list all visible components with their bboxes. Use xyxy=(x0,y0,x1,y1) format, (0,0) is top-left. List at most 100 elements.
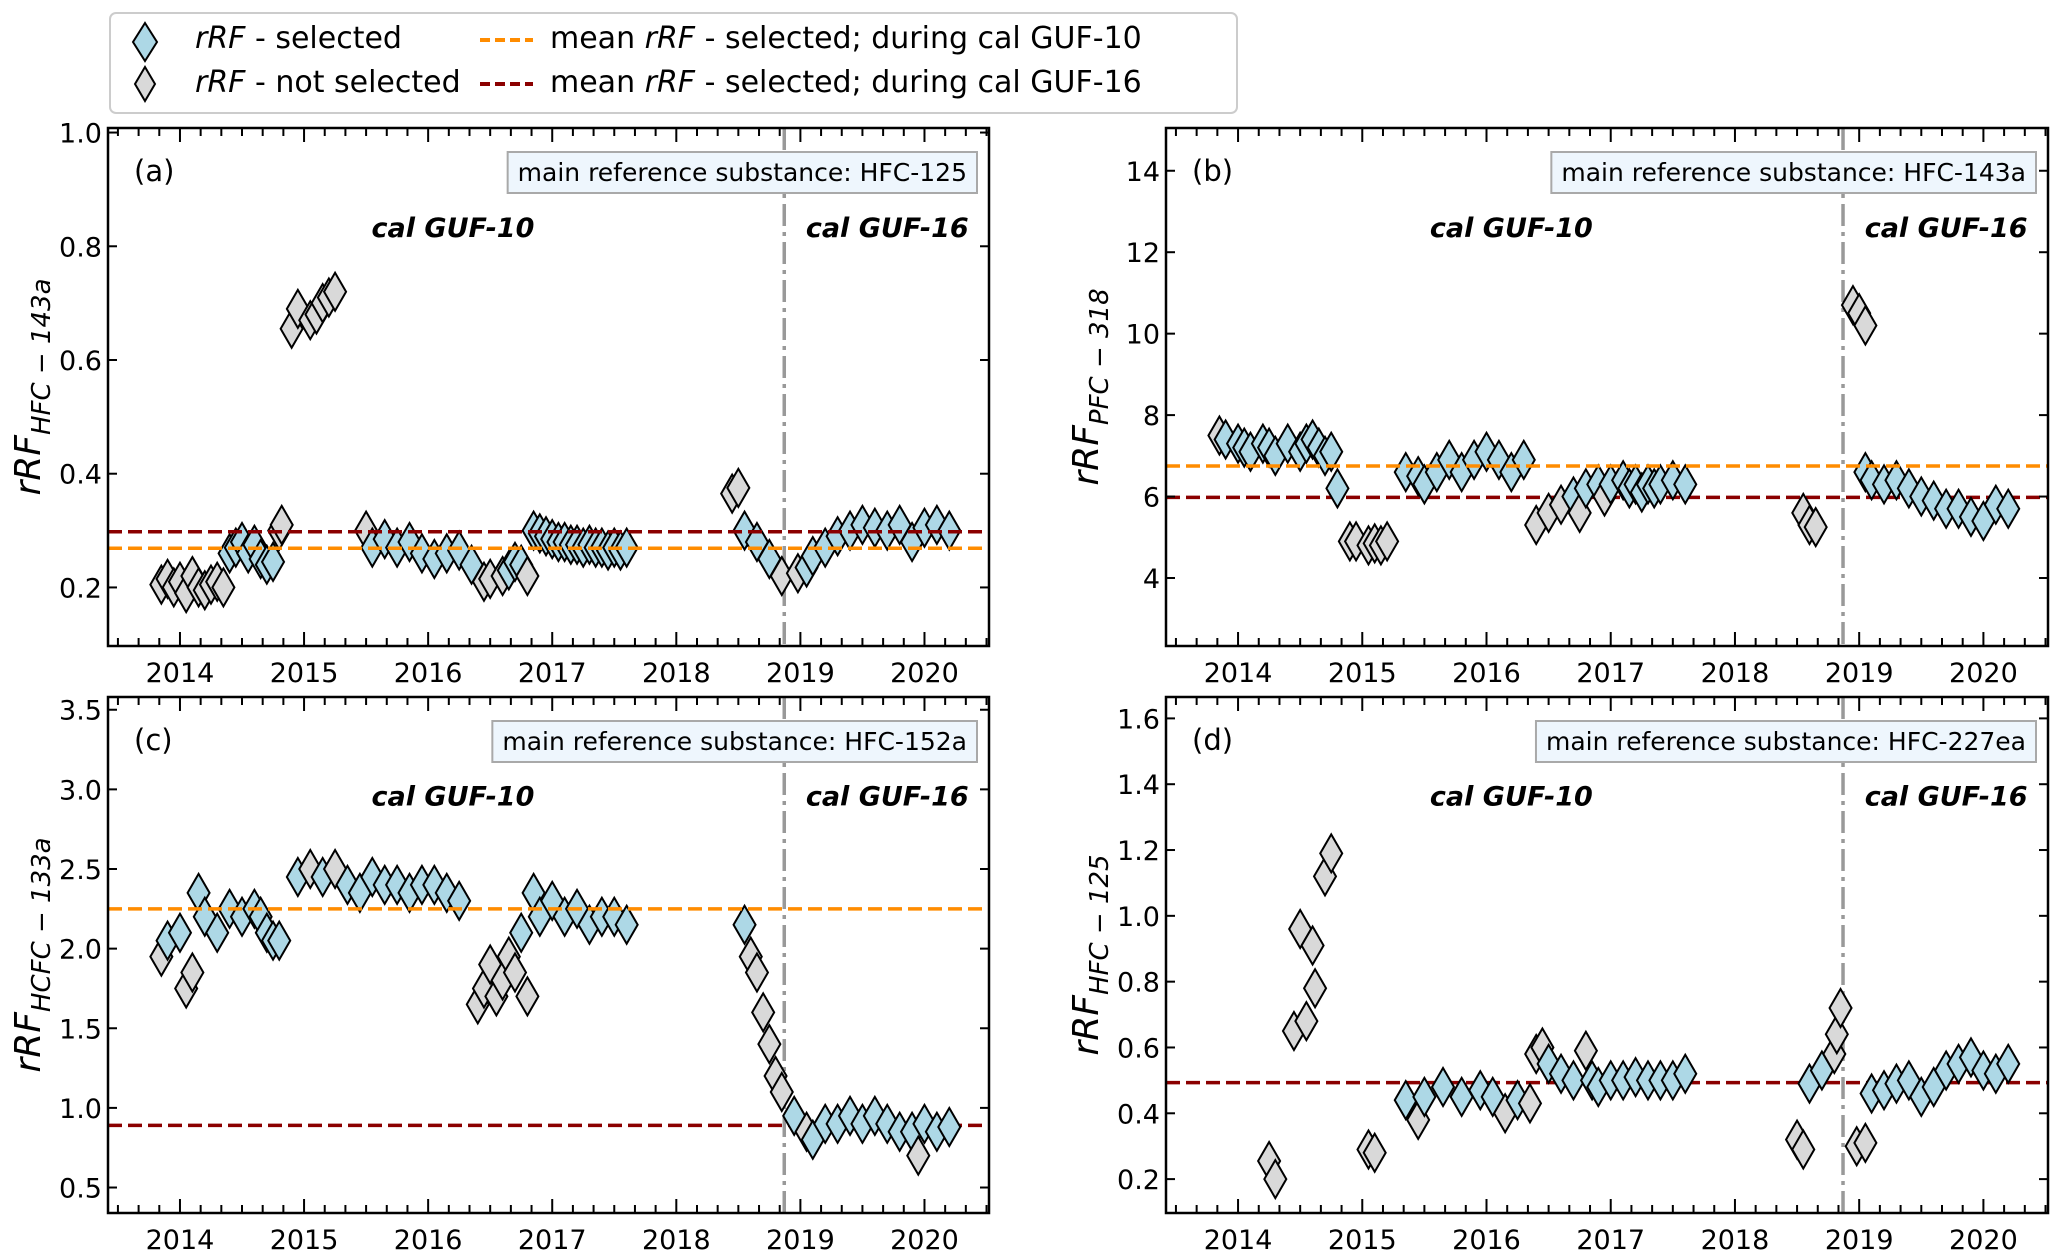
y-tick-label: 0.4 xyxy=(59,460,102,491)
x-tick-label: 2019 xyxy=(1825,658,1894,689)
data-points xyxy=(1256,832,2021,1201)
point-not-selected xyxy=(502,951,528,994)
point-not-selected xyxy=(211,566,236,609)
axes-frame xyxy=(1164,695,2050,1215)
panel-letter: (a) xyxy=(134,154,174,188)
point-not-selected xyxy=(1803,506,1828,549)
legend-not-selected-diamond-icon xyxy=(133,65,157,103)
plot-area xyxy=(1166,128,2048,646)
data-points xyxy=(1207,284,2021,567)
axes-frame xyxy=(106,695,991,1215)
legend-label-mean-guf10: mean rRF - selected; during cal GUF-10 xyxy=(550,21,1142,56)
y-tick-label: 1.2 xyxy=(1117,836,1160,867)
point-not-selected xyxy=(1362,1131,1387,1174)
point-not-selected xyxy=(1302,967,1328,1010)
y-axis-label-main: rRF xyxy=(8,1011,49,1073)
y-tick-label: 0.8 xyxy=(1117,968,1160,999)
y-tick-label: 2.5 xyxy=(59,855,102,886)
x-tick-label: 2016 xyxy=(394,1225,463,1256)
x-tick-label: 2019 xyxy=(766,658,835,689)
axes-frame xyxy=(106,126,991,648)
calibration-label: cal GUF-10 xyxy=(1430,781,1593,812)
axes-frame xyxy=(1164,126,2050,648)
reference-substance-text: main reference substance: HFC-152a xyxy=(502,727,967,756)
reference-substance-box xyxy=(506,151,978,194)
point-not-selected xyxy=(1263,1158,1288,1201)
calibration-label: cal GUF-10 xyxy=(372,213,535,244)
point-selected xyxy=(614,526,639,569)
x-tick-label: 2017 xyxy=(1576,1225,1645,1256)
x-tick-label: 2019 xyxy=(1825,1225,1894,1256)
calibration-label: cal GUF-10 xyxy=(1430,213,1593,244)
x-tick-label: 2018 xyxy=(642,658,711,689)
point-selected xyxy=(1996,1042,2021,1085)
reference-substance-box xyxy=(1534,720,2037,763)
point-not-selected xyxy=(1791,1128,1816,1171)
point-selected xyxy=(1325,467,1350,510)
reference-substance-text: main reference substance: HFC-125 xyxy=(518,158,967,187)
point-not-selected xyxy=(1573,1029,1599,1072)
legend-frame xyxy=(109,12,1238,114)
plot-area xyxy=(1166,697,2048,1213)
point-not-selected xyxy=(1300,924,1325,967)
y-axis-label: rRFHCFC − 133a xyxy=(8,837,57,1072)
reference-substance-text: main reference substance: HFC-143a xyxy=(1561,158,2026,187)
point-selected xyxy=(1511,438,1536,481)
y-tick-label: 3.5 xyxy=(59,696,102,727)
x-tick-label: 2018 xyxy=(642,1225,711,1256)
point-not-selected xyxy=(515,975,540,1018)
y-tick-label: 1.5 xyxy=(59,1014,102,1045)
panel-letter: (b) xyxy=(1192,154,1233,188)
x-tick-label: 2016 xyxy=(394,658,463,689)
panels: 2014 2015 2016 2017 2018 2019 2020 0.2 0.4 0.6 0.8… xyxy=(8,119,2050,1256)
point-not-selected xyxy=(726,466,751,509)
x-tick-label: 2018 xyxy=(1701,658,1770,689)
reference-substance-box xyxy=(1550,151,2037,194)
point-not-selected xyxy=(515,555,540,598)
point-selected xyxy=(937,1106,962,1148)
y-tick-label: 3.0 xyxy=(59,775,102,806)
point-selected xyxy=(509,911,534,954)
x-tick-label: 2014 xyxy=(1204,658,1273,689)
legend-label-selected: rRF - selected xyxy=(195,21,402,56)
y-axis-label: rRFPFC − 318 xyxy=(1066,288,1115,485)
plot-area xyxy=(108,697,989,1213)
panel-c: 2014 2015 2016 2017 2018 2019 2020 0.5 1.0 1.5 2.0… xyxy=(8,695,991,1256)
point-not-selected xyxy=(751,991,776,1034)
x-tick-label: 2017 xyxy=(1576,658,1645,689)
point-not-selected xyxy=(269,503,294,546)
y-axis-label-main: rRF xyxy=(1066,424,1107,486)
y-tick-label: 0.4 xyxy=(1117,1099,1160,1130)
y-tick-label: 0.5 xyxy=(59,1174,102,1205)
calibration-label: cal GUF-16 xyxy=(806,781,969,812)
x-tick-label: 2015 xyxy=(270,1225,339,1256)
point-selected xyxy=(614,903,639,946)
legend-label-not-selected: rRF - not selected xyxy=(195,65,461,100)
panel-letter: (c) xyxy=(134,723,173,757)
legend-selected-diamond-icon xyxy=(131,21,159,63)
y-tick-label: 12 xyxy=(1126,238,1160,269)
y-tick-label: 1.0 xyxy=(1117,902,1160,933)
y-axis-label-subscript: HFC − 125 xyxy=(1085,854,1115,995)
legend-label-mean-guf16: mean rRF - selected; during cal GUF-16 xyxy=(550,65,1142,100)
y-tick-label: 0.2 xyxy=(1117,1165,1160,1196)
point-not-selected xyxy=(757,1023,782,1066)
x-tick-label: 2017 xyxy=(518,658,587,689)
point-selected xyxy=(205,911,230,954)
y-tick-label: 1.0 xyxy=(59,119,102,150)
x-tick-label: 2016 xyxy=(1452,1225,1521,1256)
x-tick-label: 2017 xyxy=(518,1225,587,1256)
point-selected xyxy=(1430,1065,1456,1108)
calibration-label: cal GUF-16 xyxy=(1865,213,2028,244)
y-tick-label: 6 xyxy=(1143,483,1160,514)
panel-b: 2014 2015 2016 2017 2018 2019 2020 4 6 8 10 12 14 rRF… xyxy=(1066,126,2050,689)
y-axis-label-subscript: HFC − 143a xyxy=(27,278,57,435)
x-tick-label: 2020 xyxy=(890,1225,959,1256)
calibration-label: cal GUF-16 xyxy=(1865,781,2028,812)
y-tick-label: 4 xyxy=(1143,564,1160,595)
point-selected xyxy=(1319,430,1344,473)
plot-area xyxy=(108,128,989,646)
point-selected xyxy=(260,540,286,583)
y-axis-label: rRFHFC − 143a xyxy=(8,278,57,495)
x-tick-label: 2020 xyxy=(1949,658,2018,689)
